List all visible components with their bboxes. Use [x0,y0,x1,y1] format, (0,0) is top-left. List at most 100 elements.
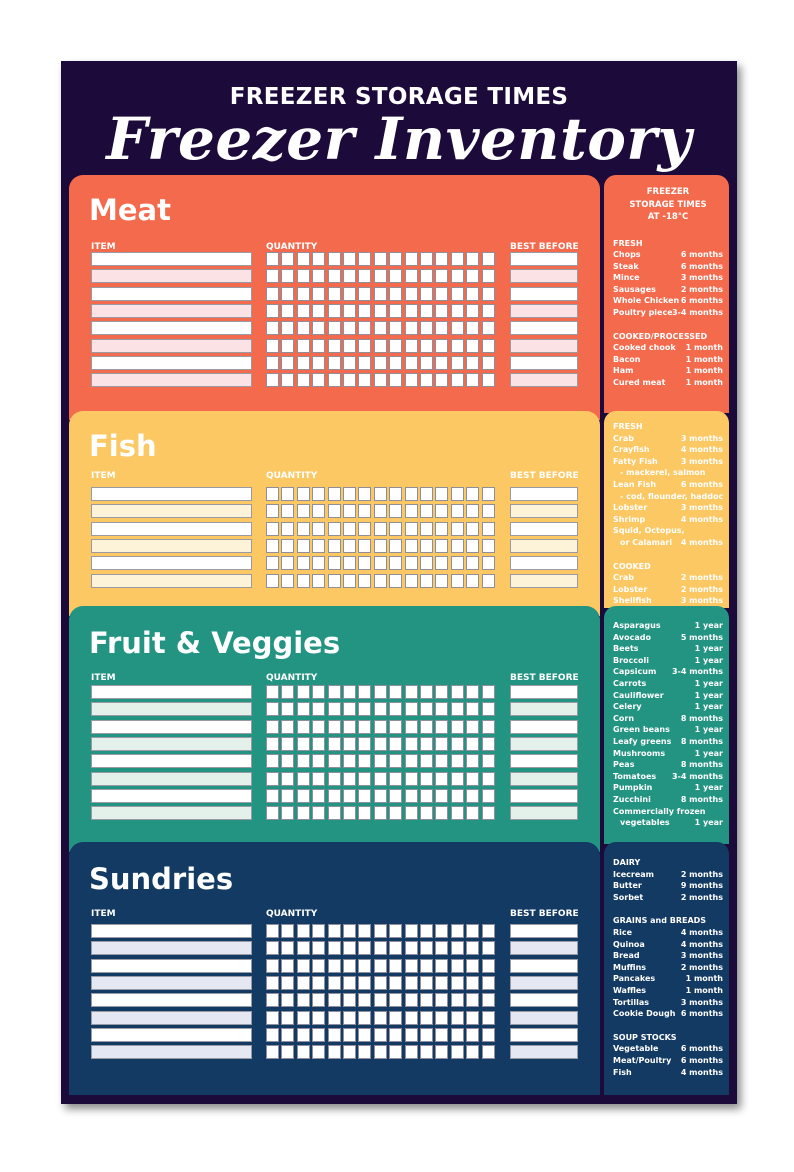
quantity-tally-box[interactable] [404,754,418,769]
quantity-tally-box[interactable] [266,573,279,588]
quantity-tally-box[interactable] [281,487,295,501]
quantity-tally-box[interactable] [327,975,341,990]
quantity-tally-box[interactable] [435,303,449,318]
quantity-tally-box[interactable] [404,303,418,318]
quantity-tally-box[interactable] [435,286,449,301]
quantity-tally-box[interactable] [312,924,326,938]
quantity-tally-box[interactable] [296,487,310,501]
quantity-tally-box[interactable] [450,924,464,938]
quantity-tally-box[interactable] [450,373,464,388]
quantity-tally-box[interactable] [327,1045,341,1060]
best-before-entry-field[interactable] [510,806,578,821]
best-before-entry-field[interactable] [510,788,578,803]
quantity-tally-box[interactable] [466,355,480,370]
quantity-tally-box[interactable] [450,269,464,284]
quantity-tally-box[interactable] [327,487,341,501]
quantity-tally-box[interactable] [404,556,418,571]
quantity-tally-box[interactable] [343,521,356,536]
quantity-tally-box[interactable] [466,806,480,821]
quantity-tally-box[interactable] [466,252,480,266]
best-before-entry-field[interactable] [510,1010,578,1025]
quantity-tally-box[interactable] [373,958,387,973]
quantity-tally-box[interactable] [389,286,403,301]
quantity-tally-box[interactable] [312,1027,326,1042]
quantity-tally-box[interactable] [404,321,418,336]
quantity-tally-box[interactable] [373,487,387,501]
quantity-tally-box[interactable] [281,719,295,734]
quantity-tally-box[interactable] [281,754,295,769]
quantity-tally-box[interactable] [389,373,403,388]
quantity-tally-box[interactable] [343,702,356,717]
quantity-tally-box[interactable] [296,788,310,803]
quantity-tally-box[interactable] [389,487,403,501]
quantity-tally-box[interactable] [389,521,403,536]
best-before-entry-field[interactable] [510,556,578,571]
quantity-tally-box[interactable] [373,806,387,821]
quantity-tally-box[interactable] [358,355,372,370]
quantity-tally-box[interactable] [343,269,356,284]
quantity-tally-box[interactable] [466,538,480,553]
quantity-tally-box[interactable] [281,252,295,266]
quantity-tally-box[interactable] [327,993,341,1008]
quantity-tally-box[interactable] [466,487,480,501]
quantity-tally-box[interactable] [481,771,495,786]
quantity-tally-box[interactable] [420,538,433,553]
item-entry-field[interactable] [91,252,252,266]
quantity-tally-box[interactable] [389,1027,403,1042]
quantity-tally-box[interactable] [266,269,279,284]
quantity-tally-box[interactable] [404,788,418,803]
quantity-tally-box[interactable] [312,754,326,769]
quantity-tally-box[interactable] [373,719,387,734]
item-entry-field[interactable] [91,556,252,571]
item-entry-field[interactable] [91,788,252,803]
quantity-tally-box[interactable] [281,736,295,751]
item-entry-field[interactable] [91,685,252,699]
quantity-tally-box[interactable] [266,1027,279,1042]
quantity-tally-box[interactable] [435,321,449,336]
quantity-tally-box[interactable] [450,1027,464,1042]
quantity-tally-box[interactable] [481,941,495,956]
quantity-tally-box[interactable] [281,303,295,318]
quantity-tally-box[interactable] [296,958,310,973]
quantity-tally-box[interactable] [481,538,495,553]
best-before-entry-field[interactable] [510,521,578,536]
quantity-tally-box[interactable] [266,993,279,1008]
quantity-tally-box[interactable] [435,719,449,734]
quantity-tally-box[interactable] [296,538,310,553]
quantity-tally-box[interactable] [312,993,326,1008]
quantity-tally-box[interactable] [358,1010,372,1025]
quantity-tally-box[interactable] [404,355,418,370]
quantity-tally-box[interactable] [358,487,372,501]
quantity-tally-box[interactable] [435,924,449,938]
quantity-tally-box[interactable] [420,924,433,938]
quantity-tally-box[interactable] [450,1045,464,1060]
item-entry-field[interactable] [91,806,252,821]
quantity-tally-box[interactable] [281,355,295,370]
quantity-tally-box[interactable] [327,754,341,769]
quantity-tally-box[interactable] [389,556,403,571]
quantity-tally-box[interactable] [373,993,387,1008]
quantity-tally-box[interactable] [296,1027,310,1042]
quantity-tally-box[interactable] [389,573,403,588]
item-entry-field[interactable] [91,1027,252,1042]
quantity-tally-box[interactable] [420,1045,433,1060]
quantity-tally-box[interactable] [373,754,387,769]
quantity-tally-box[interactable] [296,1010,310,1025]
quantity-tally-box[interactable] [373,685,387,699]
quantity-tally-box[interactable] [327,521,341,536]
quantity-tally-box[interactable] [373,373,387,388]
quantity-tally-box[interactable] [373,924,387,938]
quantity-tally-box[interactable] [296,573,310,588]
quantity-tally-box[interactable] [312,321,326,336]
quantity-tally-box[interactable] [389,719,403,734]
quantity-tally-box[interactable] [266,373,279,388]
quantity-tally-box[interactable] [327,573,341,588]
quantity-tally-box[interactable] [312,1045,326,1060]
item-entry-field[interactable] [91,958,252,973]
quantity-tally-box[interactable] [281,958,295,973]
quantity-tally-box[interactable] [373,521,387,536]
item-entry-field[interactable] [91,975,252,990]
quantity-tally-box[interactable] [343,252,356,266]
quantity-tally-box[interactable] [343,373,356,388]
best-before-entry-field[interactable] [510,338,578,353]
